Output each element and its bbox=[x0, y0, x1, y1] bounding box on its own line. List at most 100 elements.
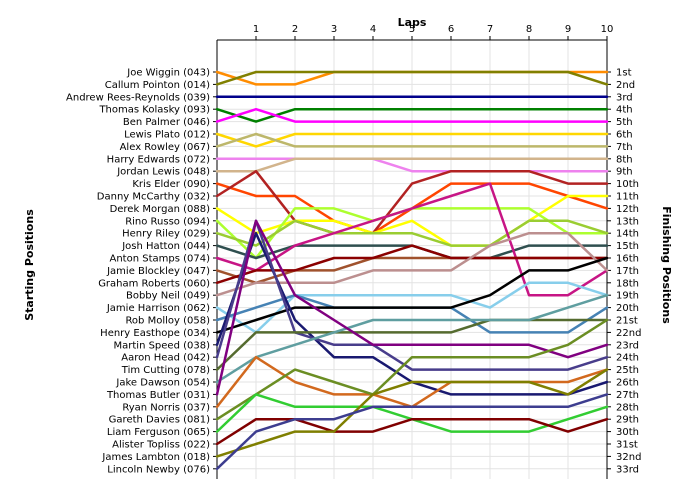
series-line-2 bbox=[215, 70, 609, 86]
starting-position-label: Alex Rowley (067) bbox=[120, 142, 211, 153]
x-tick-label: 6 bbox=[448, 24, 454, 35]
starting-position-label: Liam Ferguson (065) bbox=[107, 427, 210, 438]
finishing-position-label: 22nd bbox=[616, 328, 641, 339]
starting-position-label: Kris Elder (090) bbox=[132, 179, 210, 190]
x-tick-label: 4 bbox=[370, 24, 376, 35]
series-line-24 bbox=[215, 219, 609, 371]
series-line-20 bbox=[215, 281, 609, 334]
series-lines bbox=[215, 70, 609, 471]
starting-position-label: Jordan Lewis (048) bbox=[116, 167, 210, 178]
finishing-position-label: 24th bbox=[616, 353, 639, 364]
finishing-position-label: 16th bbox=[616, 254, 639, 265]
finishing-position-label: 32nd bbox=[616, 452, 641, 463]
series-line-32 bbox=[215, 368, 609, 458]
x-tick-label: 1 bbox=[253, 24, 259, 35]
starting-position-label: Thomas Butler (031) bbox=[106, 390, 210, 401]
finishing-position-label: 13th bbox=[616, 216, 639, 227]
y-axis-left-title: Starting Positions bbox=[23, 209, 36, 321]
series-line-6 bbox=[215, 132, 609, 148]
starting-position-label: Harry Edwards (072) bbox=[107, 154, 210, 165]
finishing-position-label: 6th bbox=[616, 130, 633, 141]
finishing-position-label: 25th bbox=[616, 365, 639, 376]
starting-position-label: Tim Cutting (078) bbox=[121, 365, 210, 376]
starting-position-label: Graham Roberts (060) bbox=[98, 278, 210, 289]
series-line-5 bbox=[215, 107, 609, 123]
x-tick-label: 5 bbox=[409, 24, 415, 35]
starting-position-label: James Lambton (018) bbox=[101, 452, 210, 463]
starting-position-label: Joe Wiggin (043) bbox=[126, 68, 210, 79]
y-axis-right-title: Finishing Positions bbox=[660, 206, 673, 324]
finishing-position-label: 27th bbox=[616, 390, 639, 401]
starting-position-label: Derek Morgan (088) bbox=[110, 204, 211, 215]
starting-position-label: Thomas Kolasky (093) bbox=[98, 105, 210, 116]
starting-position-label: Andrew Rees-Reynolds (039) bbox=[66, 92, 210, 103]
finishing-position-label: 15th bbox=[616, 241, 639, 252]
finishing-position-label: 30th bbox=[616, 427, 639, 438]
finishing-position-label: 14th bbox=[616, 229, 639, 240]
series-line-26 bbox=[215, 293, 609, 384]
series-line-19 bbox=[215, 231, 609, 297]
starting-position-label: Lincoln Newby (076) bbox=[107, 464, 210, 475]
series-line-7 bbox=[215, 132, 609, 148]
starting-position-label: Martin Speed (038) bbox=[114, 340, 211, 351]
series-line-22 bbox=[215, 256, 609, 334]
starting-position-label: Anton Stamps (074) bbox=[110, 254, 211, 265]
labels: 1 2 3 4 5 6 7 8 9 10 Joe Wiggin (043)Callum Pointo… bbox=[66, 24, 641, 475]
series-line-8 bbox=[215, 157, 609, 173]
starting-position-label: Danny McCarthy (032) bbox=[97, 192, 210, 203]
series-line-25 bbox=[215, 318, 609, 371]
finishing-position-label: 19th bbox=[616, 291, 639, 302]
x-tick-label: 8 bbox=[526, 24, 532, 35]
starting-position-label: Henry Riley (029) bbox=[122, 229, 210, 240]
series-line-4 bbox=[215, 107, 609, 123]
x-tick-label: 7 bbox=[487, 24, 493, 35]
finishing-position-label: 31st bbox=[616, 440, 638, 451]
series-line-14 bbox=[215, 219, 609, 247]
series-line-16 bbox=[215, 182, 609, 297]
starting-position-label: Josh Hatton (044) bbox=[121, 241, 210, 252]
x-tick-label: 9 bbox=[565, 24, 571, 35]
finishing-position-label: 5th bbox=[616, 117, 633, 128]
finishing-position-label: 33rd bbox=[616, 464, 639, 475]
finishing-position-label: 23rd bbox=[616, 340, 639, 351]
starting-position-label: Gareth Davies (081) bbox=[109, 415, 210, 426]
series-line-31 bbox=[215, 417, 609, 446]
finishing-position-label: 20th bbox=[616, 303, 639, 314]
finishing-position-label: 17th bbox=[616, 266, 639, 277]
finishing-position-label: 3rd bbox=[616, 92, 633, 103]
finishing-position-label: 10th bbox=[616, 179, 639, 190]
series-line-33 bbox=[215, 393, 609, 471]
finishing-position-label: 1st bbox=[616, 68, 632, 79]
starting-position-label: Jamie Harrison (062) bbox=[106, 303, 210, 314]
finishing-position-label: 7th bbox=[616, 142, 633, 153]
finishing-position-label: 29th bbox=[616, 415, 639, 426]
starting-position-label: Callum Pointon (014) bbox=[105, 80, 210, 91]
finishing-position-label: 2nd bbox=[616, 80, 635, 91]
finishing-position-label: 8th bbox=[616, 154, 633, 165]
starting-position-label: Aaron Head (042) bbox=[121, 353, 210, 364]
series-line-9 bbox=[215, 157, 609, 173]
starting-position-label: Henry Easthope (034) bbox=[100, 328, 210, 339]
starting-position-label: Jake Dawson (054) bbox=[115, 378, 210, 389]
series-line-27 bbox=[215, 219, 609, 396]
starting-position-label: Ben Palmer (046) bbox=[123, 117, 210, 128]
starting-position-label: Rino Russo (094) bbox=[125, 216, 210, 227]
finishing-position-label: 9th bbox=[616, 167, 633, 178]
x-tick-label: 3 bbox=[331, 24, 337, 35]
finishing-position-label: 21st bbox=[616, 316, 638, 327]
x-tick-label: 2 bbox=[292, 24, 298, 35]
starting-position-label: Bobby Neil (049) bbox=[126, 291, 210, 302]
x-axis-title: Laps bbox=[398, 16, 427, 29]
starting-position-label: Jamie Blockley (047) bbox=[106, 266, 210, 277]
series-line-11 bbox=[215, 169, 609, 235]
finishing-position-label: 4th bbox=[616, 105, 633, 116]
series-line-29 bbox=[215, 318, 609, 421]
starting-position-label: Ryan Norris (037) bbox=[122, 402, 210, 413]
finishing-position-label: 18th bbox=[616, 278, 639, 289]
finishing-position-label: 28th bbox=[616, 402, 639, 413]
starting-position-label: Alister Topliss (022) bbox=[112, 440, 210, 451]
finishing-position-label: 26th bbox=[616, 378, 639, 389]
finishing-position-label: 12th bbox=[616, 204, 639, 215]
